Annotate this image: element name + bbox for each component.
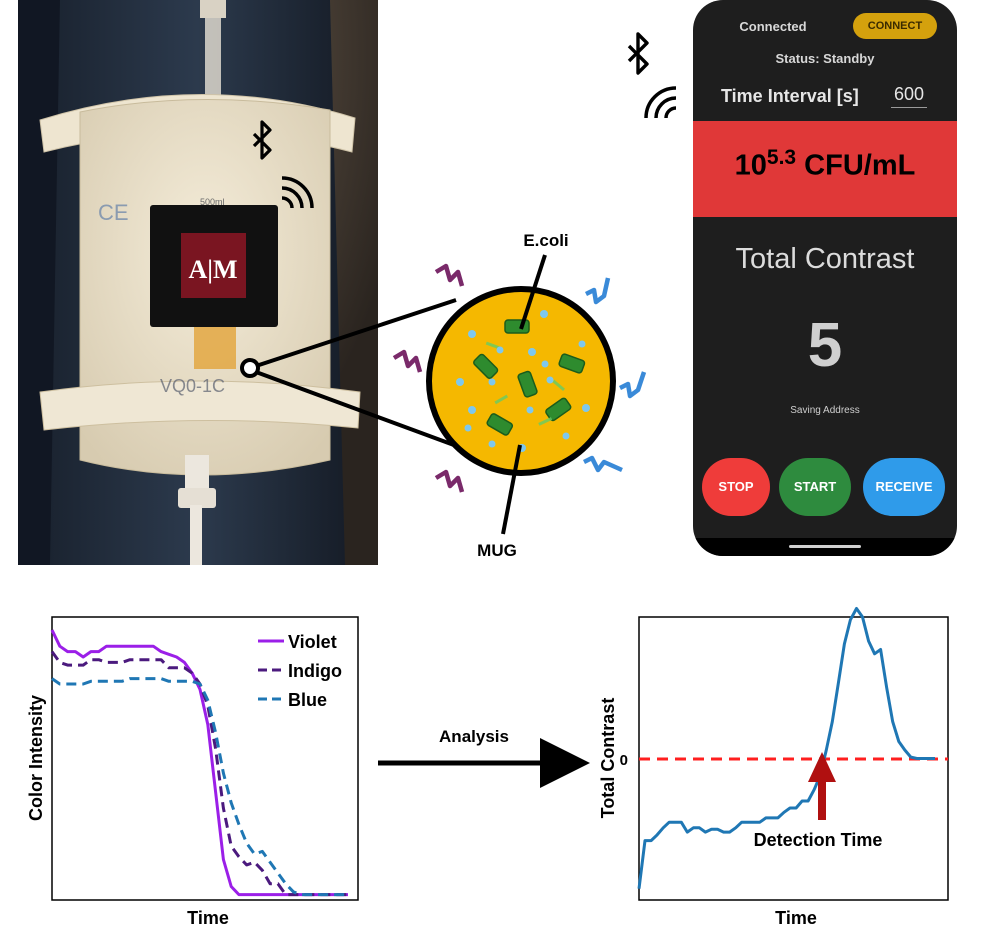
legend-blue-label: Blue: [288, 690, 327, 710]
atm-logo: A|M: [188, 255, 237, 284]
chart2-xlabel: Time: [775, 908, 817, 928]
chart1-xlabel: Time: [187, 908, 229, 928]
chart1-legend: Violet Indigo Blue: [258, 632, 342, 710]
ecoli-pointer: [519, 254, 547, 330]
fluorescence-emission-arrows: [392, 263, 647, 493]
detection-arrow: [808, 752, 836, 820]
start-button[interactable]: START: [779, 458, 851, 516]
mug-label: MUG: [477, 541, 517, 560]
time-interval-label: Time Interval [s]: [721, 86, 859, 106]
home-indicator[interactable]: [789, 545, 861, 548]
bluetooth-icon: [627, 32, 649, 75]
ecoli-label: E.coli: [523, 231, 568, 250]
cfu-unit: CFU/mL: [796, 149, 916, 182]
chart1-ylabel: Color Intensity: [26, 695, 46, 821]
cfu-banner: [693, 121, 957, 217]
bluetooth-icon: [252, 120, 272, 160]
detection-time-label: Detection Time: [754, 830, 883, 850]
chart2-series-line: [637, 607, 935, 889]
wireless-signal-icon: [281, 176, 314, 209]
wireless-signal-icon: [644, 86, 677, 119]
cfu-exponent: 5.3: [766, 146, 797, 169]
total-contrast-chart: 0 Detection Time Time Total Contrast: [598, 607, 949, 928]
saving-address-text: Saving Address: [790, 405, 860, 416]
sensor-device: A|M: [150, 205, 278, 369]
phone-app-screen: Connected CONNECT Status: Standby Time I…: [693, 0, 957, 556]
connection-status: Connected: [739, 19, 807, 34]
receive-button[interactable]: RECEIVE: [863, 458, 945, 516]
svg-text:VQ0-1C: VQ0-1C: [160, 376, 225, 396]
time-interval-input[interactable]: 600: [891, 84, 927, 108]
total-contrast-value: 5: [807, 311, 843, 380]
svg-text:CE: CE: [98, 200, 129, 225]
cfu-base: 10: [734, 149, 767, 182]
analysis-label: Analysis: [439, 727, 509, 746]
chart2-ytick-0: 0: [620, 752, 628, 769]
legend-violet-label: Violet: [288, 632, 337, 652]
chart1-series-violet: [50, 629, 348, 897]
total-contrast-label: Total Contrast: [735, 243, 915, 275]
cfu-readout: 105.3 CFU/mL: [693, 146, 957, 183]
e-coli-bacterium: [473, 319, 586, 436]
wearable-bag-photo: CE 500ml A|M VQ0-1C: [18, 0, 378, 565]
bag-volume-text: 500ml: [200, 197, 225, 207]
zoom-lines: [255, 298, 463, 450]
magnified-sample: [426, 286, 616, 476]
mug-pointer: [501, 444, 522, 535]
stop-button[interactable]: STOP: [702, 458, 770, 516]
chart2-ylabel: Total Contrast: [598, 698, 618, 819]
mug-molecules: [456, 310, 590, 452]
sample-point: [240, 358, 260, 378]
chart1-frame: [51, 616, 359, 901]
legend-indigo-label: Indigo: [288, 661, 342, 681]
connect-button[interactable]: CONNECT: [853, 13, 937, 39]
standby-status: Status: Standby: [775, 51, 875, 66]
color-intensity-chart: Violet Indigo Blue Time Color Intensity: [26, 616, 359, 928]
chart1-series-blue: [51, 677, 348, 897]
